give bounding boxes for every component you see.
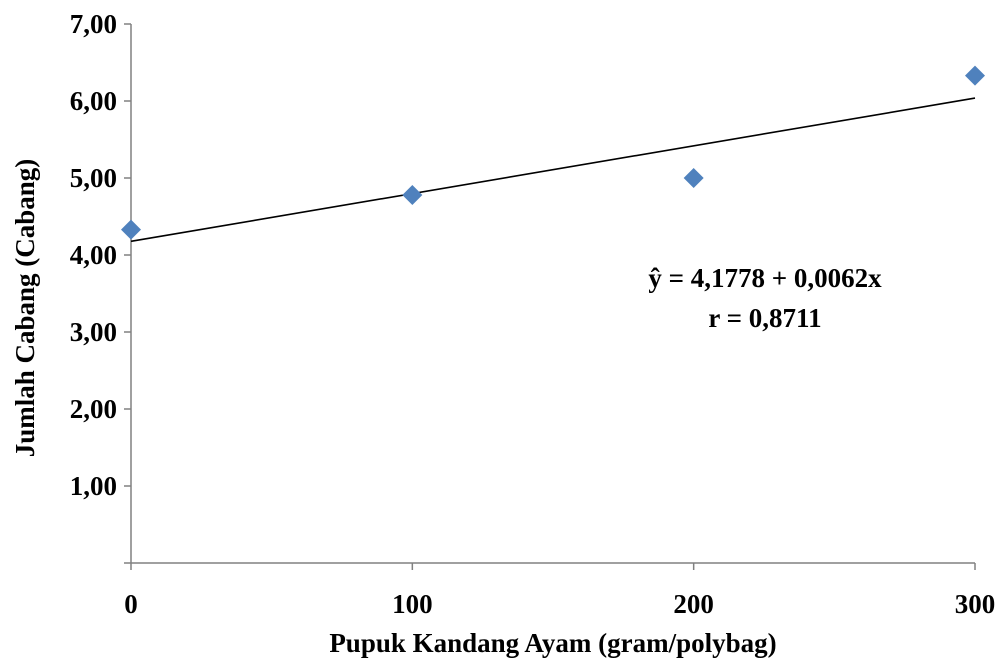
- x-tick-label: 200: [673, 589, 714, 619]
- y-tick-label: 4,00: [70, 240, 117, 270]
- trendline: [130, 97, 976, 243]
- correlation-coefficient: r = 0,8711: [708, 303, 821, 333]
- y-tick-label: 5,00: [70, 163, 117, 193]
- x-tick-label: 0: [124, 589, 138, 619]
- y-tick-label: 7,00: [70, 9, 117, 39]
- axes: [130, 24, 975, 564]
- y-tick-label: 2,00: [70, 394, 117, 424]
- x-tick-label: 300: [955, 589, 996, 619]
- data-point: [121, 219, 141, 240]
- y-tick-label: 6,00: [70, 86, 117, 116]
- y-tick-group: 1,00 2,00 3,00 4,00 5,00 6,00 7,00: [70, 9, 131, 564]
- x-tick-label: 100: [392, 589, 433, 619]
- points-group: [121, 65, 985, 240]
- x-tick-group: 0 100 200 300: [124, 563, 995, 619]
- regression-equation: ŷ = 4,1778 + 0,0062x: [648, 263, 882, 293]
- y-tick-label: 1,00: [70, 471, 117, 501]
- trendline-group: [130, 97, 976, 243]
- y-axis-title: Jumlah Cabang (Cabang): [10, 159, 40, 458]
- data-point: [683, 168, 704, 188]
- x-axis-title: Pupuk Kandang Ayam (gram/polybag): [329, 628, 776, 658]
- data-point: [965, 65, 985, 86]
- data-point: [402, 184, 423, 205]
- y-tick-label: 3,00: [70, 317, 117, 347]
